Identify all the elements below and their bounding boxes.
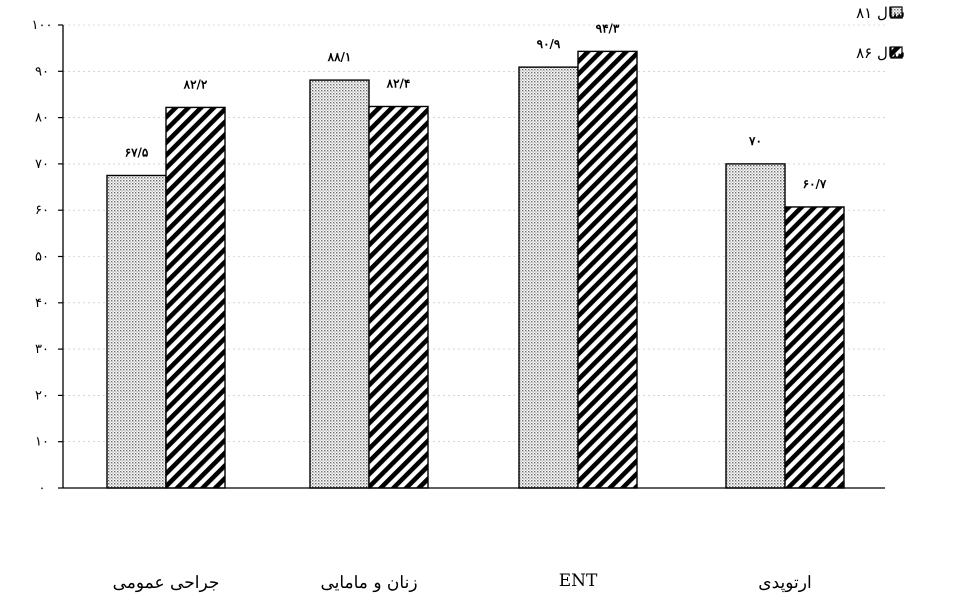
axes: ۰ ۱۰ ۲۰ ۳۰ ۴۰ ۵۰ ۶۰ ۷۰ ۸۰ ۹۰ ۱۰۰ جراحی عمومی زنان و … bbox=[32, 18, 885, 593]
data-label: ۶۷/۵ bbox=[125, 145, 149, 159]
legend: سال ۸۱ سال ۸۶ bbox=[856, 4, 905, 62]
data-label: ۷۰ bbox=[748, 134, 762, 148]
legend-label-2: سال ۸۶ bbox=[856, 44, 905, 62]
y-tick-label: ۰ bbox=[39, 481, 46, 496]
bar-series-2-cat-2 bbox=[368, 105, 429, 489]
legend-label-1: سال ۸۱ bbox=[856, 4, 905, 22]
bar-series-1-cat-3 bbox=[518, 66, 579, 489]
bar-series-2-cat-3 bbox=[577, 50, 638, 489]
data-label: ۸۲/۴ bbox=[386, 76, 411, 90]
bar-series-1-cat-4 bbox=[725, 163, 786, 489]
bar-series-1-cat-2 bbox=[309, 79, 370, 489]
x-category-label: ENT bbox=[559, 571, 598, 591]
y-tick-label: ۷۰ bbox=[35, 157, 49, 172]
data-label: ۹۴/۳ bbox=[596, 21, 620, 35]
bar-series-2-cat-4 bbox=[784, 206, 845, 489]
data-label: ۸۸/۱ bbox=[327, 50, 352, 64]
bars bbox=[106, 50, 845, 489]
y-tick-label: ۵۰ bbox=[35, 250, 49, 265]
y-tick-label: ۴۰ bbox=[35, 296, 49, 311]
bar-series-1-cat-1 bbox=[106, 174, 167, 489]
data-label: ۸۲/۲ bbox=[183, 77, 208, 91]
y-tick-label: ۹۰ bbox=[35, 64, 49, 79]
y-tick-label: ۳۰ bbox=[35, 342, 49, 357]
y-tick-label: ۲۰ bbox=[35, 388, 49, 403]
x-category-label: جراحی عمومی bbox=[113, 573, 220, 593]
bar-series-2-cat-1 bbox=[165, 106, 226, 489]
x-category-label: زنان و مامایی bbox=[320, 573, 417, 593]
legend-swatch-1 bbox=[890, 6, 903, 19]
y-tick-label: ۱۰ bbox=[35, 435, 49, 450]
x-category-label: ارتوپدی bbox=[758, 573, 811, 593]
legend-swatch-2 bbox=[890, 46, 903, 59]
data-labels: ۶۷/۵ ۸۸/۱ ۹۰/۹ ۷۰ ۸۲/۲ ۸۲/۴ ۹۴/۳ ۶۰/۷ bbox=[125, 21, 827, 191]
data-label: ۶۰/۷ bbox=[803, 177, 827, 191]
data-label: ۹۰/۹ bbox=[537, 37, 561, 51]
y-tick-label: ۶۰ bbox=[35, 203, 49, 218]
y-tick-label: ۸۰ bbox=[35, 111, 49, 126]
y-tick-label: ۱۰۰ bbox=[32, 18, 53, 33]
